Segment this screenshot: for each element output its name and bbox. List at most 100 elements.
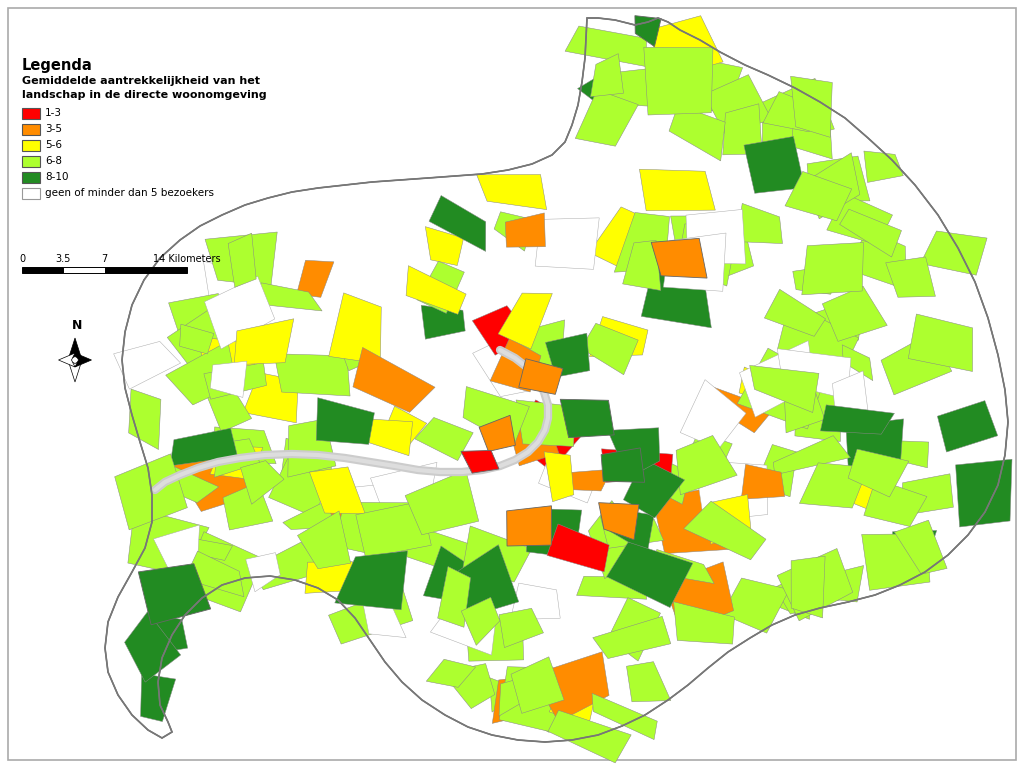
Polygon shape [515,400,587,471]
Polygon shape [466,612,523,661]
Polygon shape [144,616,187,655]
Polygon shape [848,449,909,497]
Polygon shape [493,675,543,723]
Polygon shape [549,681,599,725]
Polygon shape [674,602,734,644]
Polygon shape [500,667,559,733]
Text: 1-3: 1-3 [45,108,62,118]
Polygon shape [840,209,901,257]
Text: 3.5: 3.5 [55,254,71,264]
Polygon shape [502,683,558,733]
Polygon shape [75,353,91,367]
Polygon shape [288,419,336,477]
Polygon shape [463,386,529,445]
Polygon shape [897,441,929,468]
Polygon shape [838,471,878,513]
Polygon shape [691,237,754,286]
Polygon shape [785,171,852,221]
Polygon shape [425,227,464,266]
Polygon shape [505,413,559,466]
Polygon shape [768,582,811,619]
Polygon shape [792,98,833,159]
Polygon shape [125,612,180,682]
Polygon shape [129,389,161,449]
Polygon shape [228,233,256,287]
Polygon shape [105,18,1008,742]
Polygon shape [421,306,465,339]
Polygon shape [706,387,774,432]
Polygon shape [548,710,631,763]
Polygon shape [762,78,835,149]
Polygon shape [547,524,609,572]
Polygon shape [589,207,652,273]
Polygon shape [371,462,437,513]
Polygon shape [846,419,903,473]
Polygon shape [184,551,244,597]
Polygon shape [423,546,479,604]
Polygon shape [223,482,272,530]
Polygon shape [510,320,564,376]
Polygon shape [694,460,768,521]
Polygon shape [664,233,726,291]
Polygon shape [234,319,294,365]
Bar [104,267,187,273]
Polygon shape [777,548,853,621]
Polygon shape [68,338,82,360]
Polygon shape [861,534,930,591]
Bar [22,156,40,167]
Polygon shape [589,501,646,578]
Polygon shape [473,332,526,396]
Polygon shape [739,341,814,417]
Polygon shape [577,576,647,599]
Polygon shape [737,348,824,429]
Polygon shape [624,459,685,518]
Polygon shape [680,224,735,259]
Polygon shape [792,556,825,618]
Polygon shape [937,401,997,452]
Polygon shape [490,338,541,392]
Polygon shape [743,137,805,194]
Polygon shape [826,194,893,245]
Polygon shape [205,232,278,286]
Polygon shape [160,571,203,598]
Polygon shape [380,406,427,451]
Polygon shape [536,218,599,270]
Polygon shape [578,67,630,104]
Polygon shape [842,345,872,381]
Polygon shape [764,290,825,336]
Polygon shape [833,371,869,429]
Polygon shape [647,549,714,584]
Text: geen of minder dan 5 bezoekers: geen of minder dan 5 bezoekers [45,188,214,198]
Polygon shape [268,453,330,517]
Polygon shape [639,169,716,210]
Polygon shape [806,153,860,219]
Polygon shape [711,495,751,545]
Polygon shape [114,342,180,389]
Polygon shape [211,427,276,464]
Polygon shape [329,588,413,644]
Polygon shape [614,213,670,272]
Polygon shape [128,508,209,575]
Polygon shape [623,240,660,290]
Text: 5-6: 5-6 [45,141,62,151]
Polygon shape [739,367,775,404]
Polygon shape [479,415,515,452]
Polygon shape [138,564,211,625]
Polygon shape [335,551,408,610]
Polygon shape [489,677,517,712]
Polygon shape [331,500,367,541]
Polygon shape [452,545,519,617]
Polygon shape [669,104,725,161]
Polygon shape [353,347,435,412]
Polygon shape [341,333,375,371]
Polygon shape [166,341,237,405]
Polygon shape [756,445,797,497]
Polygon shape [214,439,260,477]
Polygon shape [590,316,648,356]
Polygon shape [565,26,646,67]
Polygon shape [154,525,200,577]
Polygon shape [516,400,575,446]
Polygon shape [680,379,746,449]
Polygon shape [495,212,532,251]
Polygon shape [335,502,410,558]
